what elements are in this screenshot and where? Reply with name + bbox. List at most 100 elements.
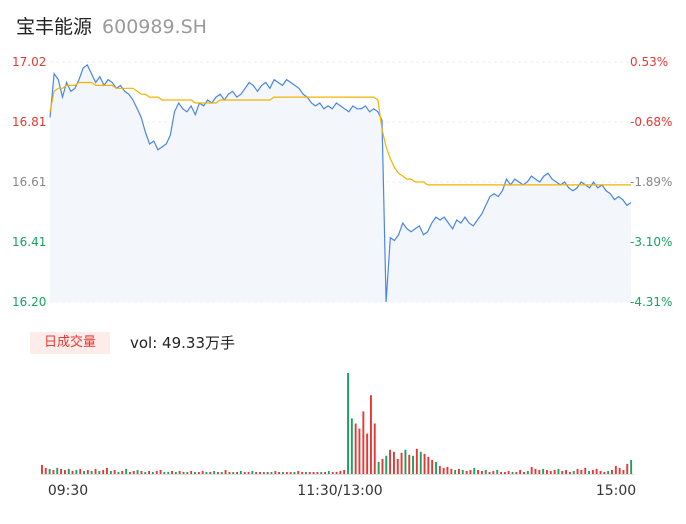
volume-bar — [282, 472, 284, 474]
volume-bar — [503, 472, 506, 474]
volume-bar — [102, 470, 105, 474]
y-tick-label-right: -0.68% — [630, 115, 672, 129]
volume-bar — [591, 470, 594, 474]
volume-bar — [519, 470, 522, 474]
volume-bar — [614, 465, 617, 474]
volume-bar — [56, 467, 59, 474]
volume-bar — [458, 468, 460, 474]
volume-bar — [546, 470, 548, 474]
volume-bar — [603, 472, 606, 474]
volume-bar — [132, 471, 135, 474]
volume-bar — [94, 468, 97, 474]
volume-bar — [580, 470, 583, 474]
volume-bar — [117, 472, 120, 474]
volume-bar — [194, 472, 196, 474]
volume-bar — [549, 471, 552, 474]
volume-bar — [454, 470, 457, 474]
y-tick-label-right: -3.10% — [630, 235, 672, 249]
y-tick-label-left: 16.81 — [12, 115, 46, 129]
volume-bar — [213, 471, 216, 474]
volume-bar — [243, 472, 246, 474]
y-tick-label-right: 0.53% — [630, 55, 668, 69]
volume-bar — [174, 472, 177, 474]
volume-bar — [511, 472, 514, 474]
volume-bar — [48, 468, 51, 474]
volume-bar — [534, 468, 537, 474]
volume-bar — [381, 458, 384, 474]
volume-bar — [247, 472, 250, 474]
volume-bar — [438, 465, 441, 474]
volume-bar — [159, 470, 162, 474]
volume-bar — [488, 472, 491, 474]
volume-bar — [251, 471, 254, 474]
volume-bar — [71, 471, 74, 474]
volume-bar — [343, 470, 346, 474]
volume-bar — [523, 472, 525, 474]
volume-bar — [500, 472, 502, 474]
volume-bar — [450, 468, 453, 474]
volume-bar — [106, 467, 108, 474]
volume-bar — [327, 471, 330, 474]
volume-tab[interactable]: 日成交量 — [30, 332, 110, 354]
stock-name: 宝丰能源 — [16, 16, 93, 38]
volume-bar — [607, 471, 610, 474]
x-tick-label: 11:30/13:00 — [297, 483, 382, 499]
volume-bar — [308, 472, 311, 474]
volume-bar — [75, 470, 78, 474]
volume-bar — [473, 467, 476, 474]
volume-bar — [347, 373, 349, 474]
volume-bar — [64, 470, 66, 474]
volume-bar — [576, 468, 579, 474]
volume-bar — [324, 472, 326, 474]
volume-bar — [496, 470, 499, 474]
volume-bar — [350, 418, 353, 474]
volume-bar — [320, 472, 323, 474]
volume-bar — [60, 468, 62, 474]
volume-bar — [224, 470, 227, 474]
volume-bar — [190, 471, 193, 474]
volume-bar — [557, 468, 560, 474]
volume-bar — [611, 470, 613, 474]
volume-bar — [538, 470, 541, 474]
volume-bar — [109, 471, 112, 474]
volume-bar — [412, 455, 414, 474]
volume-bar — [423, 453, 426, 474]
volume-bar — [358, 428, 361, 475]
volume-bar — [90, 471, 93, 474]
volume-bar — [569, 472, 571, 474]
volume-bar — [155, 471, 158, 474]
volume-bar — [297, 471, 300, 474]
volume-bar — [427, 456, 430, 474]
volume-bar — [354, 423, 357, 474]
volume-bar — [396, 458, 399, 474]
volume-bar — [542, 468, 545, 474]
volume-bar — [377, 461, 380, 474]
volume-bar — [530, 466, 533, 474]
volume-bar — [431, 459, 434, 474]
volume-bar — [469, 470, 472, 474]
y-tick-label-right: -4.31% — [630, 295, 672, 309]
volume-bar — [316, 472, 319, 474]
volume-bar — [201, 471, 204, 474]
volume-bar — [163, 472, 166, 474]
volume-bar — [255, 472, 258, 474]
volume-bar — [113, 470, 116, 474]
volume-bar — [599, 471, 602, 474]
volume-bar — [515, 472, 518, 474]
y-tick-label-left: 16.41 — [12, 235, 46, 249]
volume-bar — [331, 472, 334, 474]
volume-bar — [236, 472, 238, 474]
volume-bar — [553, 470, 556, 474]
stock-title: 宝丰能源 600989.SH — [16, 12, 207, 39]
volume-bar — [140, 471, 143, 474]
volume-bar — [404, 449, 407, 474]
volume-bar — [266, 472, 269, 474]
volume-bar — [561, 471, 564, 474]
volume-bar — [305, 472, 307, 474]
volume-bar — [572, 471, 575, 474]
volume-bar — [312, 472, 315, 474]
volume-bar — [446, 466, 449, 474]
volume-bar — [366, 433, 369, 474]
volume-bar — [125, 468, 128, 474]
volume-bar — [373, 423, 376, 474]
